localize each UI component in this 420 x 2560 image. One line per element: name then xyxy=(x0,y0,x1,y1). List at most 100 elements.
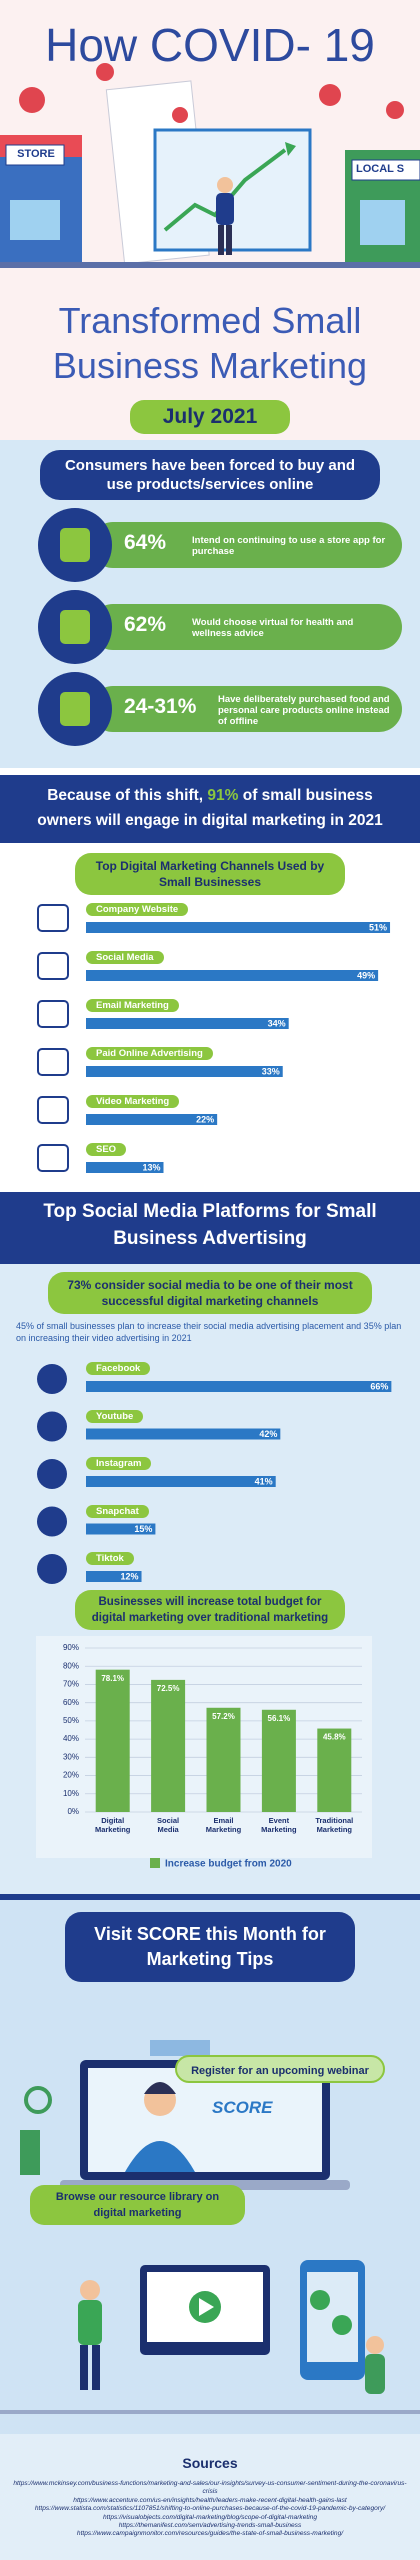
x-tick-label: Digital Marketing xyxy=(94,1816,131,1834)
x-tick-label: Social Media xyxy=(157,1816,180,1834)
chart-title: Businesses will increase total budget fo… xyxy=(75,1590,345,1630)
value-label: 57.2% xyxy=(212,1712,235,1721)
bar xyxy=(317,1728,352,1812)
platform-icon xyxy=(37,1411,67,1442)
date-badge: July 2021 xyxy=(130,400,290,434)
store-sign: LOCAL S xyxy=(356,163,405,175)
value-label: 56.1% xyxy=(268,1714,291,1723)
banner-text: Because of this shift, 91% of small busi… xyxy=(20,783,400,833)
x-tick-label: Email Marketing xyxy=(205,1816,242,1834)
platform-icon xyxy=(37,1364,67,1394)
category-label: Tiktok xyxy=(86,1552,134,1565)
legend-label: Increase budget from 2020 xyxy=(165,1859,292,1870)
platform-icon xyxy=(37,1459,67,1489)
section-heading: Top Social Media Platforms for Small Bus… xyxy=(43,1201,377,1249)
stat-pill xyxy=(90,522,402,568)
stat-text: Intend on continuing to use a store app … xyxy=(192,535,386,557)
store-sign: STORE xyxy=(17,148,55,160)
legend-swatch xyxy=(150,1858,160,1868)
y-tick-label: 40% xyxy=(63,1734,79,1743)
value-label: 72.5% xyxy=(157,1684,180,1693)
value-label: 22% xyxy=(196,1114,214,1124)
icon-glyph xyxy=(60,692,90,726)
heading-part: Visit xyxy=(94,1924,137,1944)
value-label: 33% xyxy=(262,1066,280,1076)
source-url[interactable]: https://www.statista.com/statistics/1107… xyxy=(34,2505,386,2513)
bar xyxy=(86,1571,142,1582)
y-tick-label: 90% xyxy=(63,1643,79,1652)
banner-part: of small business owners will engage in … xyxy=(37,787,383,829)
library-link[interactable]: Browse our resource library on digital m… xyxy=(30,2185,245,2225)
value-label: 41% xyxy=(255,1476,273,1486)
value-label: 49% xyxy=(357,970,375,980)
category-label: Snapchat xyxy=(86,1504,149,1518)
banner-part: Because of this shift, xyxy=(47,787,208,804)
heading-part: this Month for Marketing Tips xyxy=(146,1924,326,1969)
chart-panel xyxy=(36,1636,372,1858)
y-tick-label: 60% xyxy=(63,1698,79,1707)
banner xyxy=(0,775,420,843)
category-label: Instagram xyxy=(86,1457,152,1470)
category-label: Company Website xyxy=(86,903,189,916)
heading-highlight: SCORE xyxy=(136,1924,201,1944)
bar xyxy=(86,1066,283,1077)
category-label: Social Media xyxy=(86,951,164,964)
stat-figure: 62% xyxy=(124,613,167,636)
divider xyxy=(0,1894,420,1900)
bar xyxy=(86,1523,156,1535)
sources-title: Sources xyxy=(182,2455,238,2471)
platform-icon xyxy=(37,1506,67,1537)
y-tick-label: 70% xyxy=(63,1680,79,1689)
bar xyxy=(86,1162,164,1173)
bar xyxy=(95,1669,130,1812)
note: 45% of small businesses plan to increase… xyxy=(16,1321,402,1343)
stat-pill xyxy=(90,686,402,732)
channel-icon xyxy=(37,904,69,932)
channel-icon xyxy=(37,1000,69,1028)
banner xyxy=(0,1192,420,1264)
source-url[interactable]: https://visualobjects.com/digital-market… xyxy=(102,2513,318,2521)
category-label: Email Marketing xyxy=(86,999,179,1012)
banner-highlight: 91% xyxy=(207,787,239,804)
title: How COVID- 19 xyxy=(45,19,375,71)
bar xyxy=(86,1428,281,1440)
sources-list: https://www.mckinsey.com/business-functi… xyxy=(12,2480,408,2539)
category-label: Paid Online Advertising xyxy=(86,1047,213,1060)
category-label: Video Marketing xyxy=(86,1095,180,1108)
value-label: 66% xyxy=(370,1381,388,1391)
category-label: Youtube xyxy=(86,1409,144,1423)
value-label: 78.1% xyxy=(101,1674,124,1683)
source-url[interactable]: https://www.mckinsey.com/business-functi… xyxy=(13,2480,407,2496)
source-url[interactable]: https://themanifest.com/sem/advertising-… xyxy=(118,2522,302,2530)
section-heading: Consumers have been forced to buy and us… xyxy=(40,450,380,500)
platform-icon xyxy=(37,1554,67,1584)
header-illustration xyxy=(0,63,420,268)
stat-figure: 64% xyxy=(124,531,167,554)
stat-text: Have deliberately purchased food and per… xyxy=(218,693,390,727)
bar xyxy=(151,1679,186,1812)
bar xyxy=(86,1476,276,1487)
value-label: 34% xyxy=(268,1018,286,1028)
value-label: 12% xyxy=(121,1571,139,1581)
y-tick-label: 20% xyxy=(63,1771,79,1780)
webinar-link[interactable]: Register for an upcoming webinar xyxy=(175,2055,385,2083)
source-url[interactable]: https://www.campaignmonitor.com/resource… xyxy=(76,2530,344,2538)
stat-text: Would choose virtual for health and well… xyxy=(192,617,354,639)
stat-figure: 24-31% xyxy=(124,695,197,718)
bar xyxy=(206,1707,241,1812)
icon-glyph xyxy=(60,528,90,562)
bar xyxy=(86,1114,218,1125)
section-bg xyxy=(0,2434,420,2560)
source-url[interactable]: https://www.accenture.com/us-en/insights… xyxy=(73,2496,347,2504)
channel-icon xyxy=(37,1048,69,1076)
category-label: Facebook xyxy=(86,1362,151,1375)
subtitle: Business Marketing xyxy=(52,345,368,386)
value-label: 51% xyxy=(369,922,387,932)
channel-icon xyxy=(37,952,69,980)
y-tick-label: 50% xyxy=(63,1716,79,1725)
logo: SCORE xyxy=(212,2098,273,2117)
value-label: 45.8% xyxy=(323,1733,346,1742)
x-tick-label: Event Marketing xyxy=(261,1816,297,1834)
section-heading: Visit SCORE this Month for Marketing Tip… xyxy=(65,1912,355,1982)
